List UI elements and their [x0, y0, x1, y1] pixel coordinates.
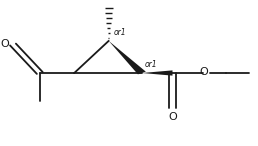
Text: or1: or1	[113, 28, 126, 37]
Text: or1: or1	[144, 60, 157, 69]
Text: O: O	[168, 112, 177, 122]
Text: O: O	[1, 39, 9, 49]
Polygon shape	[142, 70, 173, 76]
Polygon shape	[109, 41, 146, 74]
Text: O: O	[199, 67, 208, 77]
